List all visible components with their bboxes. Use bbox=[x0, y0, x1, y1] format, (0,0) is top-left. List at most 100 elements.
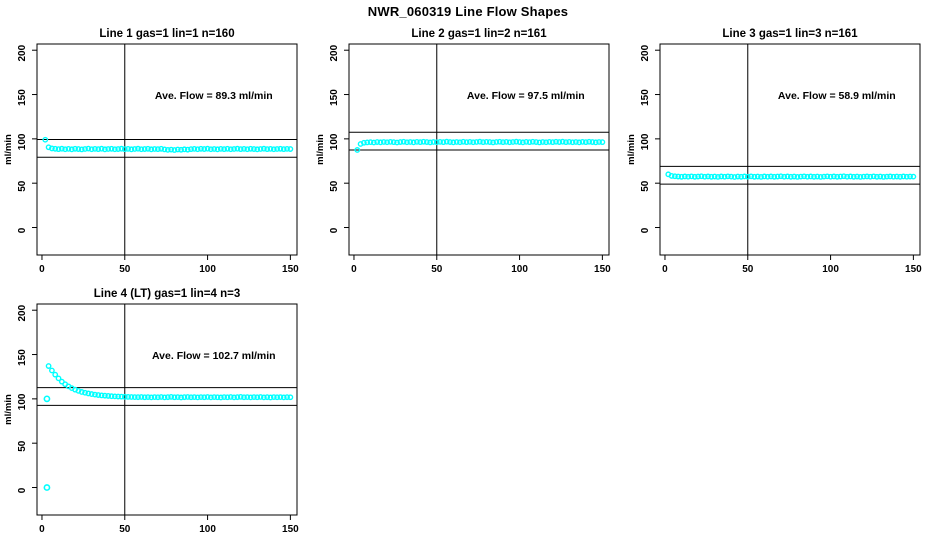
data-point bbox=[490, 139, 496, 146]
data-point bbox=[280, 146, 287, 153]
data-point bbox=[181, 394, 188, 401]
data-point bbox=[98, 392, 105, 399]
data-point bbox=[668, 173, 675, 179]
data-point bbox=[198, 145, 204, 152]
data-point bbox=[92, 391, 98, 398]
data-point bbox=[721, 173, 728, 180]
y-tick-label: 50 bbox=[640, 180, 651, 192]
data-point bbox=[701, 173, 708, 180]
data-point bbox=[427, 139, 434, 146]
data-point bbox=[480, 139, 487, 146]
data-point bbox=[539, 139, 546, 145]
data-point bbox=[364, 139, 371, 146]
data-point bbox=[128, 146, 135, 153]
data-point bbox=[178, 146, 184, 153]
data-point bbox=[217, 145, 224, 152]
data-point bbox=[188, 394, 194, 401]
ave-flow-annotation: Ave. Flow = 58.9 ml/min bbox=[778, 90, 896, 102]
y-tick-label: 100 bbox=[329, 133, 340, 150]
data-point bbox=[705, 173, 711, 180]
x-tick-label: 50 bbox=[119, 524, 131, 535]
data-point bbox=[592, 139, 599, 146]
y-tick-label: 50 bbox=[329, 180, 340, 192]
data-point bbox=[151, 394, 158, 400]
data-point bbox=[724, 173, 731, 180]
data-point bbox=[52, 371, 59, 378]
data-point bbox=[277, 394, 284, 400]
data-point bbox=[576, 139, 583, 146]
data-point bbox=[883, 173, 890, 180]
data-point bbox=[98, 145, 105, 152]
data-point bbox=[890, 173, 897, 180]
data-point bbox=[198, 394, 204, 400]
data-point bbox=[121, 146, 128, 153]
ave-flow-annotation: Ave. Flow = 89.3 ml/min bbox=[155, 90, 273, 102]
data-point bbox=[45, 363, 52, 369]
data-point bbox=[523, 138, 530, 145]
data-point bbox=[105, 393, 112, 399]
data-point bbox=[164, 146, 171, 153]
panel-3: 0 50 100 150 200 0 50 100 150 ml/min Line 3 gas=1 … bbox=[626, 28, 922, 275]
data-point bbox=[201, 394, 208, 401]
data-point bbox=[164, 394, 171, 401]
plot-frame bbox=[36, 43, 298, 256]
data-point bbox=[49, 145, 55, 152]
data-point bbox=[247, 394, 254, 401]
plot-frame bbox=[36, 303, 298, 516]
data-point bbox=[181, 146, 188, 153]
data-point bbox=[174, 146, 181, 153]
data-point bbox=[42, 136, 49, 143]
plot-frame bbox=[659, 43, 921, 256]
data-point bbox=[251, 394, 257, 400]
data-point bbox=[55, 146, 62, 153]
data-point bbox=[201, 146, 208, 152]
data-point bbox=[867, 173, 874, 180]
y-axis-label: ml/min bbox=[315, 134, 326, 165]
data-point bbox=[903, 173, 910, 180]
data-point bbox=[400, 138, 407, 145]
data-point bbox=[62, 146, 69, 153]
x-tick-label: 100 bbox=[199, 264, 216, 275]
data-point bbox=[85, 145, 92, 152]
data-point bbox=[178, 394, 184, 401]
data-point bbox=[211, 146, 218, 152]
x-tick-label: 0 bbox=[39, 524, 45, 535]
data-point bbox=[171, 394, 178, 401]
data-point bbox=[708, 173, 715, 180]
data-point bbox=[486, 139, 493, 145]
data-point bbox=[191, 145, 198, 152]
data-point bbox=[880, 173, 887, 180]
data-point bbox=[227, 146, 234, 153]
data-point bbox=[287, 146, 294, 152]
data-point bbox=[55, 375, 62, 382]
outlier-point bbox=[43, 484, 51, 491]
data-point bbox=[267, 394, 274, 401]
data-point bbox=[460, 138, 467, 145]
data-point bbox=[227, 394, 234, 400]
y-tick-label: 50 bbox=[17, 180, 28, 192]
data-point bbox=[207, 394, 214, 401]
data-point bbox=[244, 394, 251, 400]
x-tick-label: 150 bbox=[282, 524, 299, 535]
data-point bbox=[115, 393, 122, 400]
data-point bbox=[264, 146, 271, 153]
data-point bbox=[148, 146, 155, 153]
data-point bbox=[111, 146, 118, 153]
data-point bbox=[141, 394, 148, 401]
data-point bbox=[247, 145, 254, 152]
data-point bbox=[698, 173, 705, 180]
data-point bbox=[217, 394, 224, 401]
data-point bbox=[95, 392, 102, 398]
data-point bbox=[270, 146, 277, 153]
figure-title: NWR_060319 Line Flow Shapes bbox=[367, 4, 569, 19]
data-point bbox=[141, 146, 148, 152]
data-points bbox=[354, 138, 606, 153]
data-point bbox=[374, 139, 381, 145]
data-point bbox=[241, 145, 247, 152]
data-point bbox=[787, 173, 794, 180]
data-point bbox=[234, 394, 241, 401]
data-point bbox=[145, 145, 151, 152]
data-point bbox=[410, 139, 417, 146]
data-point bbox=[582, 139, 589, 146]
